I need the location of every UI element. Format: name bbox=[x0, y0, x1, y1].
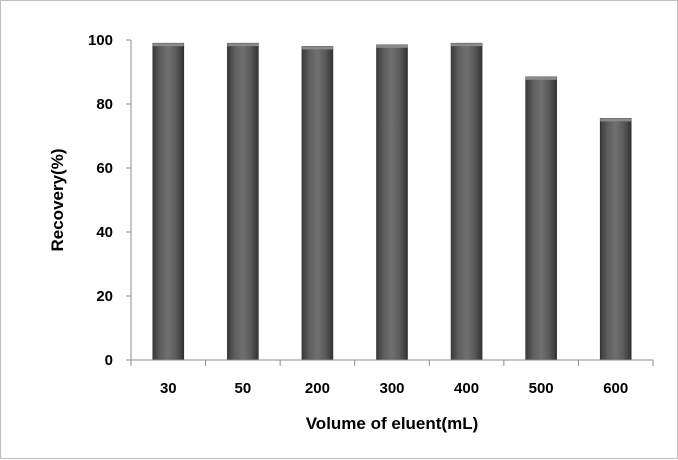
x-tick-label: 50 bbox=[235, 380, 252, 397]
x-tick-label: 500 bbox=[529, 380, 554, 397]
y-tick-label: 100 bbox=[88, 32, 113, 49]
bar-200 bbox=[301, 46, 334, 361]
y-tick-label: 80 bbox=[96, 96, 113, 113]
y-tick-label: 0 bbox=[105, 352, 113, 369]
y-tick-label: 40 bbox=[96, 224, 113, 241]
bar-300 bbox=[376, 44, 408, 361]
bar-50 bbox=[227, 42, 259, 361]
bar-cap-200 bbox=[301, 46, 333, 50]
y-tick-label: 20 bbox=[96, 288, 113, 305]
bar-400 bbox=[450, 42, 483, 361]
x-tick-label: 400 bbox=[454, 380, 479, 397]
x-tick-label: 600 bbox=[603, 380, 628, 397]
x-tick-label: 30 bbox=[160, 380, 177, 397]
bar-30 bbox=[152, 42, 185, 361]
bar-cap-600 bbox=[600, 118, 632, 122]
bar-500 bbox=[525, 76, 557, 361]
y-axis-title: Recovery(%) bbox=[48, 149, 67, 252]
bar-cap-400 bbox=[451, 43, 483, 47]
bars-group bbox=[152, 42, 632, 361]
bar-cap-50 bbox=[227, 43, 259, 47]
x-tick-label: 300 bbox=[379, 380, 404, 397]
y-axis-ticks: 0 20 40 60 80 100 bbox=[88, 32, 131, 369]
x-axis-title: Volume of eluent(mL) bbox=[306, 414, 479, 433]
bar-cap-300 bbox=[376, 44, 408, 48]
x-tick-label: 200 bbox=[305, 380, 330, 397]
bar-cap-500 bbox=[525, 76, 557, 80]
x-axis-ticks: 30 50 200 300 400 500 600 bbox=[130, 360, 654, 397]
bar-cap-30 bbox=[152, 43, 184, 47]
bar-600 bbox=[599, 118, 632, 361]
y-tick-label: 60 bbox=[96, 160, 113, 177]
